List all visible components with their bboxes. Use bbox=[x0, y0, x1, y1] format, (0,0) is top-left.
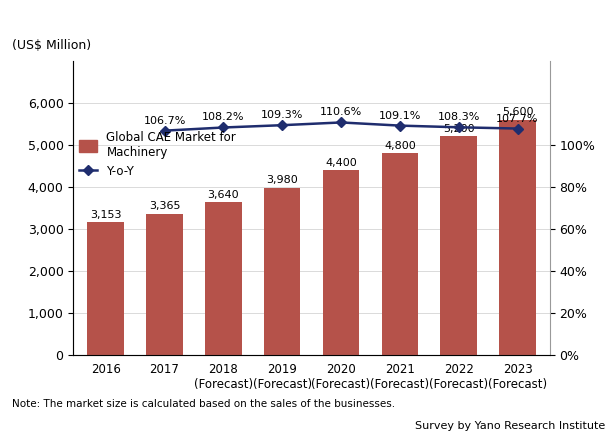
Bar bbox=[499, 120, 536, 355]
Text: Survey by Yano Research Institute: Survey by Yano Research Institute bbox=[415, 421, 605, 431]
Bar bbox=[382, 153, 418, 355]
Text: 107.7%: 107.7% bbox=[496, 113, 539, 123]
Text: 109.3%: 109.3% bbox=[261, 110, 304, 120]
Text: 5,600: 5,600 bbox=[502, 107, 533, 117]
Text: 4,800: 4,800 bbox=[384, 141, 415, 151]
Bar bbox=[323, 170, 359, 355]
Bar bbox=[205, 202, 241, 355]
Text: 106.7%: 106.7% bbox=[144, 116, 186, 126]
Text: 108.2%: 108.2% bbox=[202, 113, 244, 123]
Text: 3,153: 3,153 bbox=[90, 210, 122, 220]
Bar bbox=[441, 136, 477, 355]
Bar bbox=[87, 223, 124, 355]
Text: 108.3%: 108.3% bbox=[437, 112, 480, 122]
Legend: Global CAE Market for
Machinery, Y-o-Y: Global CAE Market for Machinery, Y-o-Y bbox=[79, 131, 236, 178]
Text: 3,365: 3,365 bbox=[148, 201, 180, 211]
Text: 3,640: 3,640 bbox=[208, 190, 239, 200]
Text: 110.6%: 110.6% bbox=[320, 107, 362, 117]
Text: (US$ Million): (US$ Million) bbox=[12, 39, 92, 52]
Text: 5,200: 5,200 bbox=[443, 124, 475, 134]
Bar bbox=[264, 187, 301, 355]
Text: 109.1%: 109.1% bbox=[379, 110, 421, 120]
Text: Note: The market size is calculated based on the sales of the businesses.: Note: The market size is calculated base… bbox=[12, 399, 395, 409]
Text: 4,400: 4,400 bbox=[325, 158, 357, 168]
Bar bbox=[146, 213, 183, 355]
Text: 3,980: 3,980 bbox=[266, 175, 298, 185]
